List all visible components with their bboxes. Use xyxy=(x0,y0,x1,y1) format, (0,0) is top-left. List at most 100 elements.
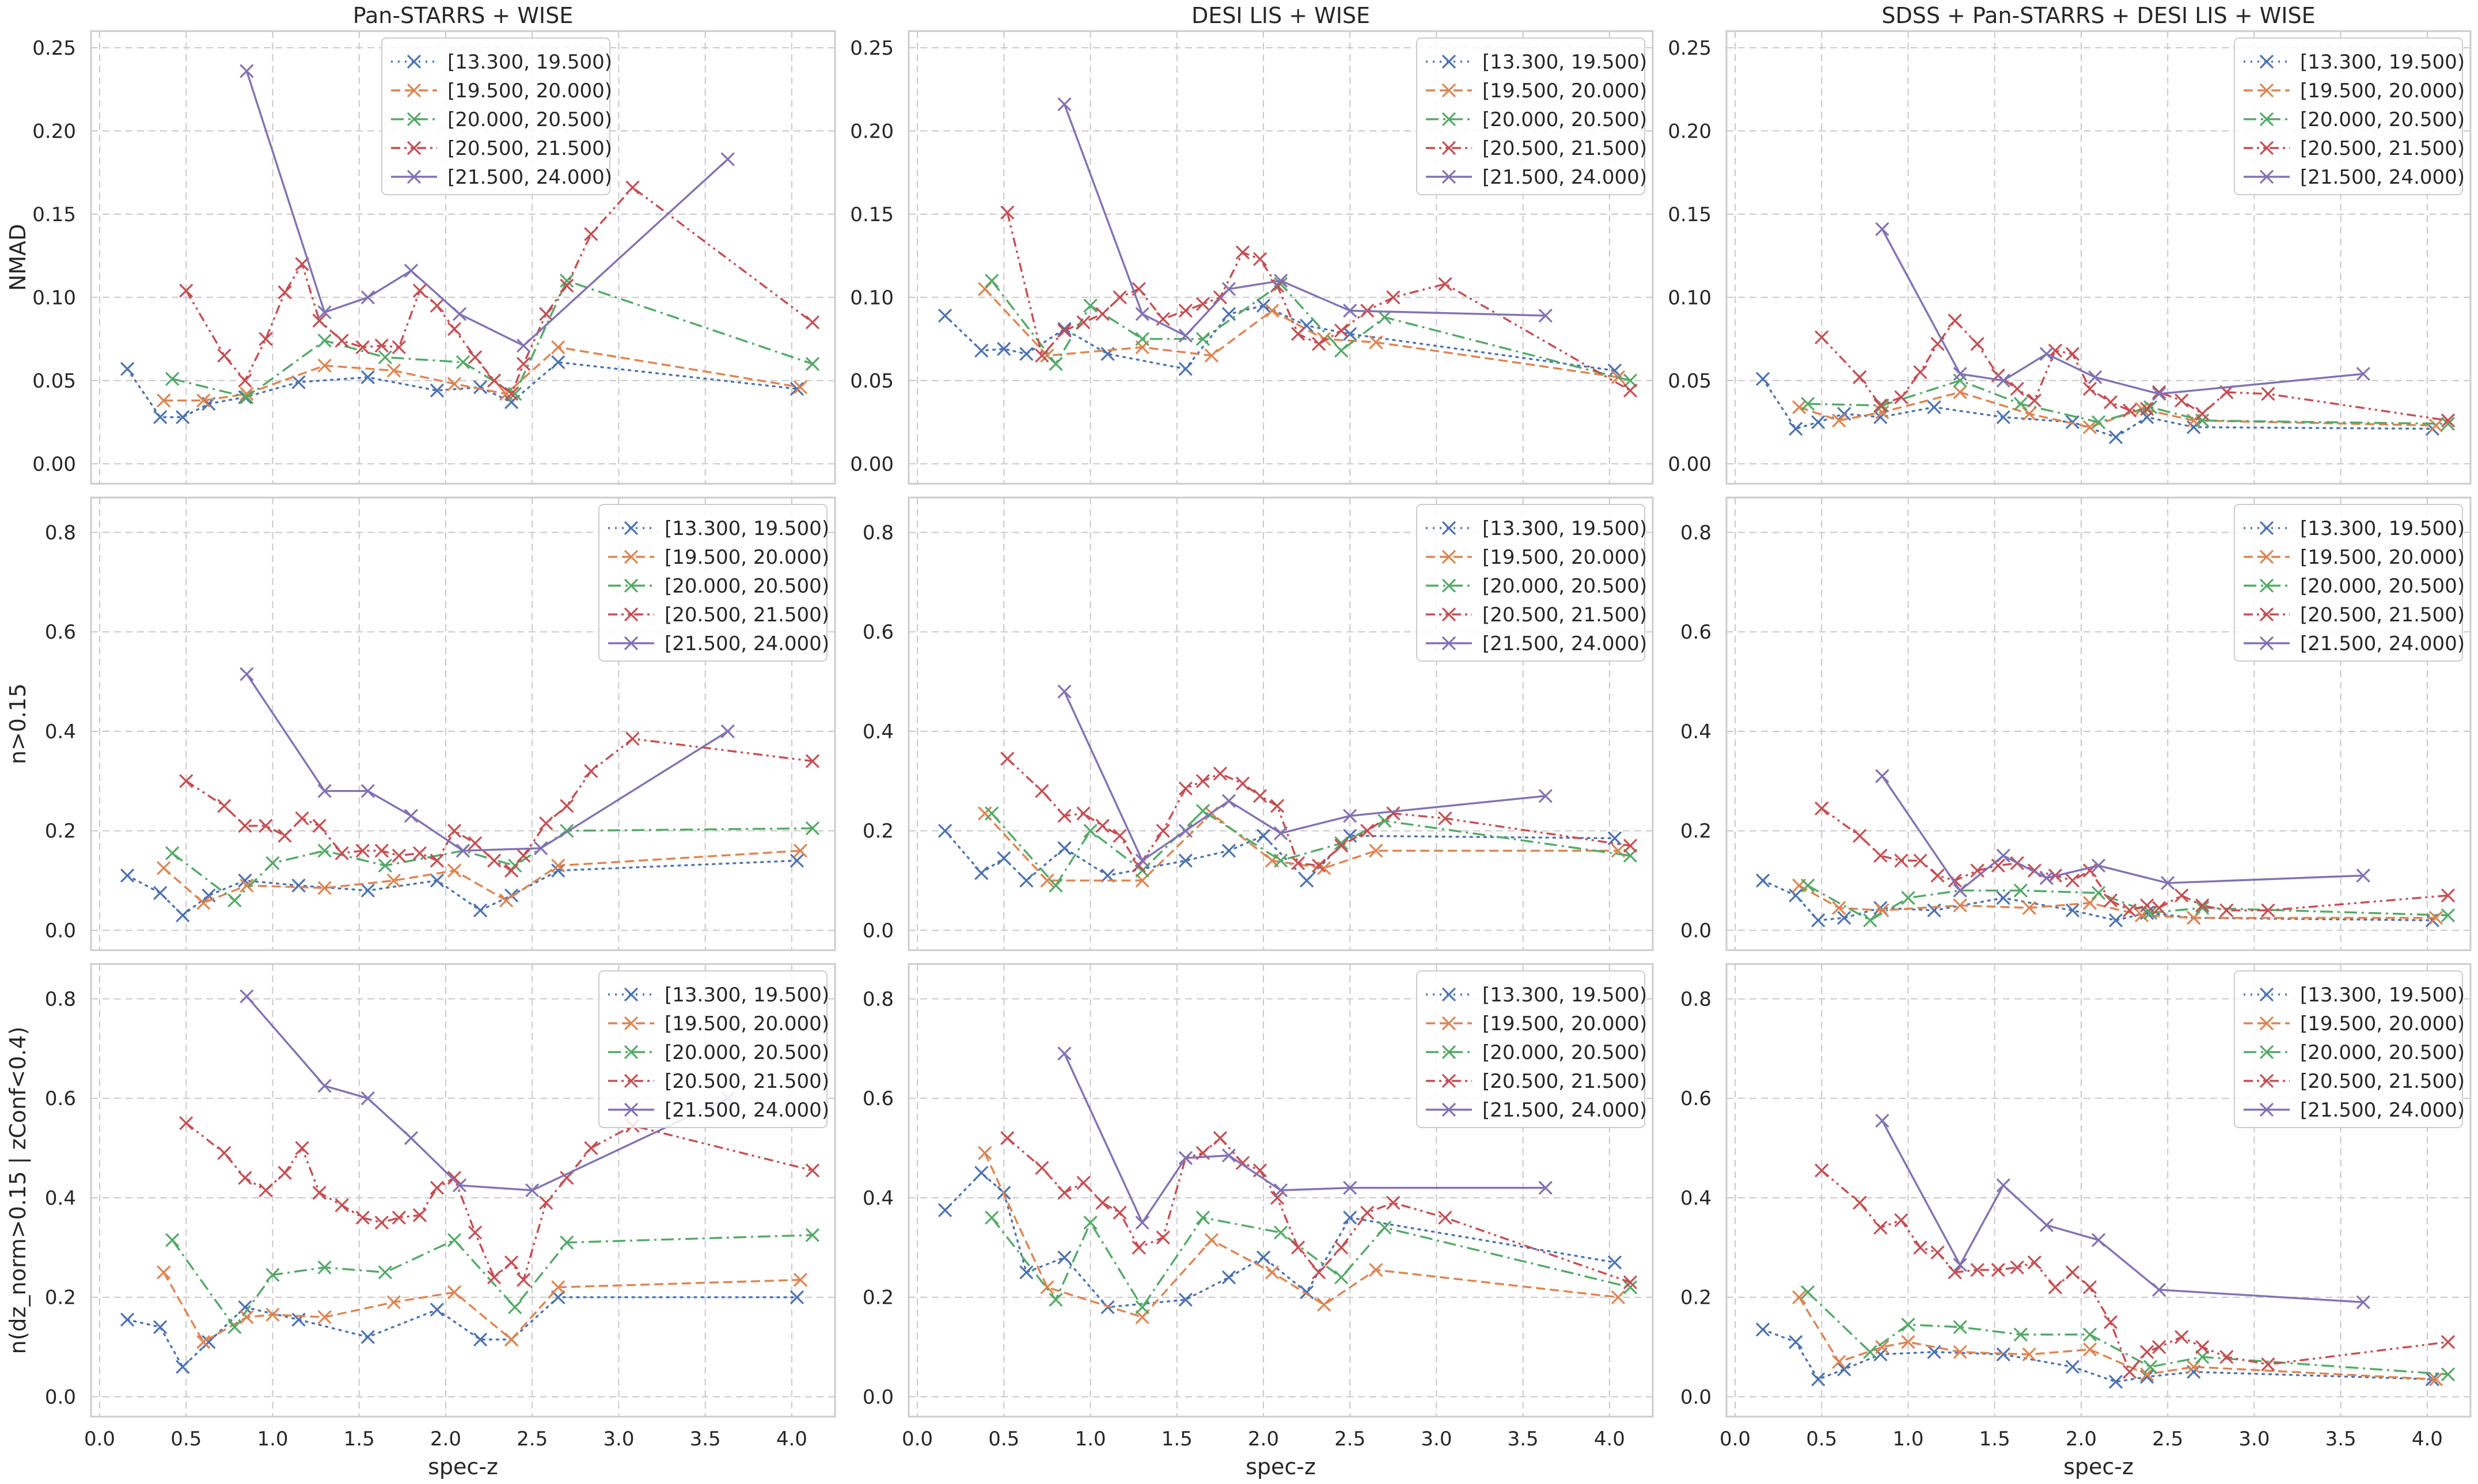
legend-box xyxy=(2234,37,2463,195)
data-point xyxy=(1377,310,1392,325)
marker-stroke xyxy=(790,1290,805,1304)
marker-stroke xyxy=(2065,347,2080,361)
marker-stroke xyxy=(176,410,190,424)
marker-stroke xyxy=(1076,806,1091,821)
marker-stroke xyxy=(624,1016,639,1031)
data-point xyxy=(1996,373,2010,388)
marker-stroke xyxy=(227,893,242,908)
data-point xyxy=(1135,307,1149,321)
data-point xyxy=(1204,348,1219,363)
marker-stroke xyxy=(295,257,309,271)
marker-stroke xyxy=(240,878,254,893)
y-tick-label: 0.05 xyxy=(1668,370,1712,393)
data-point xyxy=(2103,1315,2118,1330)
marker-stroke xyxy=(584,764,598,779)
data-point xyxy=(1623,838,1638,853)
legend-marker xyxy=(1441,1073,1456,1088)
series-line xyxy=(185,1122,813,1281)
marker-stroke xyxy=(1360,823,1375,838)
data-point xyxy=(1948,1265,1962,1280)
marker-stroke xyxy=(1438,811,1452,826)
marker-stroke xyxy=(1369,335,1383,350)
marker-stroke xyxy=(2143,1360,2158,1374)
y-tick-label: 0.10 xyxy=(850,286,894,309)
data-point xyxy=(584,227,598,241)
marker-stroke xyxy=(378,859,392,873)
marker-stroke xyxy=(153,410,168,424)
marker-stroke xyxy=(179,774,193,788)
data-point xyxy=(2048,1280,2063,1295)
marker-stroke xyxy=(1953,1320,1967,1334)
marker-stroke xyxy=(196,1335,211,1349)
marker-stroke xyxy=(1256,298,1271,313)
data-point xyxy=(1991,1263,2005,1277)
legend-box xyxy=(381,37,610,195)
series-1 xyxy=(157,340,808,408)
data-point xyxy=(1040,873,1054,888)
marker-stroke xyxy=(456,844,470,858)
legend-marker xyxy=(2259,987,2274,1002)
marker-stroke xyxy=(1377,310,1392,325)
marker-stroke xyxy=(278,829,292,843)
marker-stroke xyxy=(2139,1345,2154,1359)
data-point xyxy=(153,886,168,900)
marker-stroke xyxy=(624,1102,639,1117)
marker-stroke xyxy=(1213,1131,1227,1145)
marker-stroke xyxy=(2175,1330,2189,1344)
marker-stroke xyxy=(412,1208,427,1223)
marker-stroke xyxy=(517,339,531,353)
legend-entry: [20.000, 20.500) xyxy=(608,575,829,598)
data-point xyxy=(202,1335,216,1349)
marker-stroke xyxy=(378,350,392,365)
marker-stroke xyxy=(1019,1265,1034,1280)
marker-stroke xyxy=(551,859,566,873)
marker-stroke xyxy=(1019,347,1034,361)
data-point xyxy=(1623,1280,1638,1295)
legend-label: [19.500, 20.000) xyxy=(2300,546,2465,569)
series-3 xyxy=(179,731,820,878)
legend-label: [21.500, 24.000) xyxy=(665,632,829,655)
data-point xyxy=(805,754,820,768)
legend-marker xyxy=(624,636,639,651)
plot-frame xyxy=(908,30,1654,485)
marker-stroke xyxy=(560,1235,574,1250)
x-tick-label: 0.0 xyxy=(902,1428,933,1451)
data-point xyxy=(1611,1290,1626,1304)
marker-stroke xyxy=(1135,873,1149,888)
data-point xyxy=(259,818,273,833)
data-point xyxy=(1057,322,1072,336)
data-point xyxy=(525,1183,540,1198)
series-1 xyxy=(1792,385,2443,434)
data-point xyxy=(560,799,574,813)
marker-stroke xyxy=(1132,1240,1146,1255)
marker-stroke xyxy=(2027,393,2041,408)
marker-stroke xyxy=(560,274,574,288)
marker-stroke xyxy=(1095,1195,1110,1210)
data-point xyxy=(317,1079,332,1093)
series-4 xyxy=(1057,97,1553,343)
legend-label: [19.500, 20.000) xyxy=(2300,79,2465,103)
marker-stroke xyxy=(291,878,306,893)
data-point xyxy=(2082,382,2097,396)
marker-stroke xyxy=(2259,987,2274,1002)
legend-marker xyxy=(624,1016,639,1031)
marker-stroke xyxy=(196,393,211,408)
marker-stroke xyxy=(1441,1073,1456,1088)
data-point xyxy=(386,1295,401,1310)
marker-stroke xyxy=(1049,1292,1063,1307)
data-point xyxy=(1178,303,1193,318)
legend-label: [20.500, 21.500) xyxy=(665,604,829,627)
legend-box xyxy=(2234,504,2463,662)
marker-stroke xyxy=(240,386,254,401)
data-point xyxy=(805,1163,820,1178)
data-point xyxy=(317,333,332,348)
data-point xyxy=(2356,1295,2370,1310)
y-tick-label: 0.0 xyxy=(45,919,76,942)
legend-label: [20.000, 20.500) xyxy=(1482,108,1647,131)
marker-stroke xyxy=(1441,607,1456,622)
marker-stroke xyxy=(1273,277,1288,291)
marker-stroke xyxy=(202,1335,216,1349)
y-tick-label: 0.8 xyxy=(45,521,76,544)
data-point xyxy=(487,853,502,868)
legend-marker xyxy=(2259,636,2274,651)
